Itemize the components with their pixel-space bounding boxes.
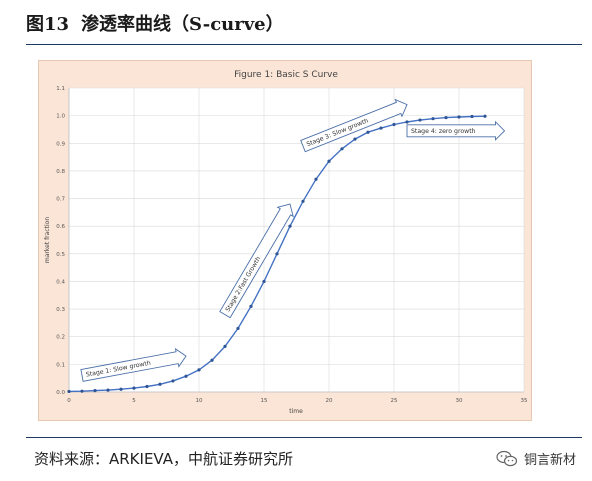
y-tick-label: 0.0 bbox=[56, 390, 65, 396]
y-axis-label: market fraction bbox=[44, 217, 51, 263]
data-point bbox=[392, 122, 396, 127]
y-tick-label: 1.0 bbox=[56, 114, 65, 120]
axes bbox=[68, 88, 524, 393]
data-point bbox=[80, 389, 84, 393]
data-point bbox=[340, 147, 344, 151]
grid-lines bbox=[68, 87, 525, 393]
brand: 铜言新材 bbox=[496, 449, 576, 468]
series-points bbox=[67, 114, 487, 394]
x-tick-labels: 0 5 10 15 20 25 30 35 bbox=[67, 398, 528, 404]
data-point bbox=[327, 159, 331, 163]
data-point bbox=[119, 387, 123, 391]
x-tick-label: 35 bbox=[521, 398, 528, 404]
y-tick-labels: 0.0 0.1 0.2 0.3 0.4 0.5 0.6 0.7 0.8 0.9 1.0 1.1 bbox=[56, 86, 65, 396]
x-tick-label: 30 bbox=[456, 398, 463, 404]
data-point bbox=[145, 384, 149, 389]
data-point bbox=[405, 120, 409, 124]
data-point bbox=[158, 382, 162, 386]
data-point bbox=[197, 368, 201, 372]
wechat-icon bbox=[496, 450, 518, 466]
x-axis-label: time bbox=[289, 408, 303, 415]
y-tick-label: 0.3 bbox=[56, 307, 65, 313]
figure-title: 渗透率曲线（S-curve） bbox=[81, 14, 284, 35]
figure-header: 图13 渗透率曲线（S-curve） bbox=[26, 6, 284, 40]
x-tick-label: 10 bbox=[196, 398, 203, 404]
data-point bbox=[132, 386, 136, 390]
y-tick-label: 0.8 bbox=[56, 169, 65, 175]
y-tick-label: 1.1 bbox=[56, 86, 65, 92]
data-point bbox=[379, 126, 383, 130]
chart-panel: Figure 1: Basic S Curve 0.0 0.1 0.2 0.3 0.4 0… bbox=[38, 60, 532, 421]
stage-arrow-4: Stage 4: zero growth bbox=[406, 120, 506, 141]
data-point bbox=[236, 326, 240, 331]
y-tick-label: 0.2 bbox=[56, 335, 65, 341]
y-tick-label: 0.1 bbox=[56, 362, 65, 368]
data-point bbox=[106, 388, 110, 392]
x-tick-label: 5 bbox=[132, 398, 136, 404]
plot-area bbox=[69, 88, 524, 392]
chart-title: Figure 1: Basic S Curve bbox=[234, 70, 338, 80]
data-point bbox=[288, 224, 292, 228]
x-tick-label: 25 bbox=[391, 398, 398, 404]
x-tick-label: 0 bbox=[67, 398, 71, 404]
data-point bbox=[457, 115, 461, 119]
data-point bbox=[444, 115, 448, 120]
data-point bbox=[470, 114, 474, 119]
y-tick-label: 0.4 bbox=[56, 279, 65, 285]
data-point bbox=[223, 344, 227, 348]
stage-label: Stage 4: zero growth bbox=[411, 128, 476, 135]
stage-arrow-shape bbox=[219, 203, 294, 319]
data-point bbox=[184, 374, 188, 378]
y-tick-label: 0.6 bbox=[56, 224, 65, 230]
stage-arrow-shape bbox=[80, 347, 187, 382]
data-point bbox=[483, 114, 487, 118]
header-rule bbox=[26, 44, 582, 45]
data-point bbox=[353, 137, 357, 141]
data-point bbox=[275, 252, 279, 256]
y-tick-label: 0.7 bbox=[56, 197, 65, 203]
data-point bbox=[171, 379, 175, 383]
source-note: 资料来源：ARKIEVA，中航证券研究所 bbox=[34, 450, 293, 468]
x-tick-label: 20 bbox=[326, 398, 333, 404]
x-tick-label: 15 bbox=[261, 398, 268, 404]
brand-name: 铜言新材 bbox=[523, 453, 576, 468]
stage-arrow-shape bbox=[300, 98, 408, 153]
y-tick-label: 0.5 bbox=[56, 252, 65, 258]
data-point bbox=[431, 117, 435, 121]
data-point bbox=[314, 177, 318, 181]
data-point bbox=[249, 304, 253, 308]
data-point bbox=[262, 279, 266, 284]
stage-arrow-shape bbox=[406, 120, 506, 141]
data-point bbox=[210, 358, 214, 362]
data-point bbox=[366, 130, 370, 134]
y-tick-label: 0.9 bbox=[56, 141, 65, 147]
data-point bbox=[418, 118, 422, 122]
data-point bbox=[301, 199, 305, 203]
figure-number: 图13 bbox=[26, 14, 70, 35]
data-point bbox=[93, 389, 97, 393]
footer-rule bbox=[26, 437, 582, 438]
s-curve-chart: Figure 1: Basic S Curve 0.00.10.20.30.40… bbox=[44, 70, 528, 415]
data-point bbox=[67, 389, 71, 394]
